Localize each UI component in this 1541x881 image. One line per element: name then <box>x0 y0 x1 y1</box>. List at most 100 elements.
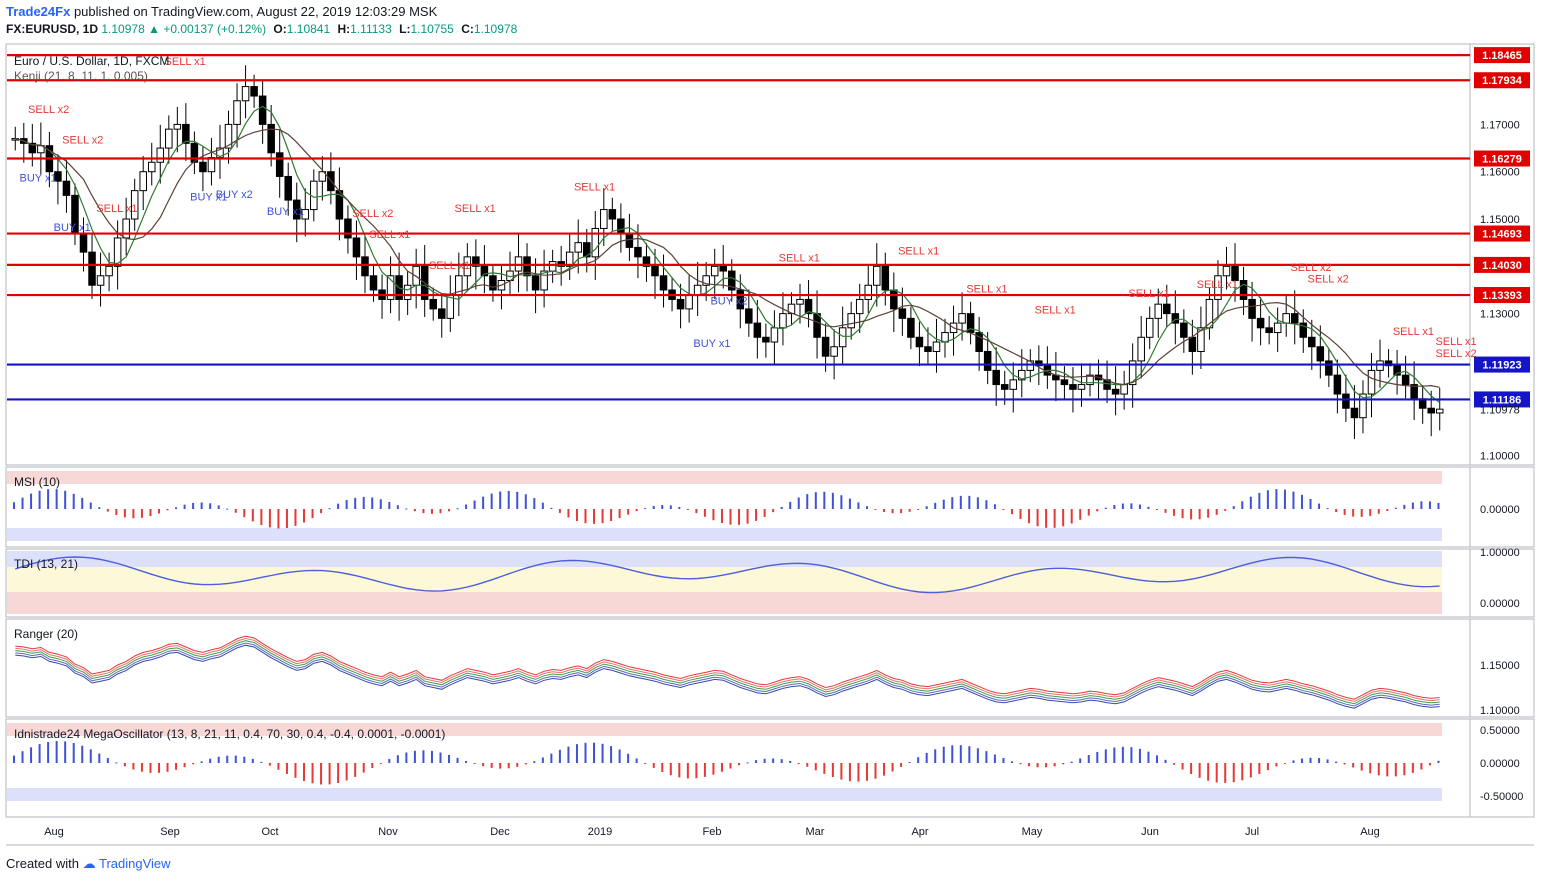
price-tick-2: 1.15000 <box>1480 214 1520 226</box>
msi-bar <box>686 509 689 510</box>
msi-bar <box>183 504 186 509</box>
candle-body <box>1077 384 1086 390</box>
msi-bar <box>968 495 971 509</box>
megaosc-bar <box>695 763 698 779</box>
msi-bar <box>337 503 340 509</box>
pane-frame-3 <box>5 618 1535 718</box>
price-axis: 1.18465 1.17934 1.16279 1.14693 1.14030 1.133… <box>1474 47 1530 803</box>
buy-marker-label: BUY x1 <box>54 222 91 234</box>
tradingview-logo-icon: ☁ <box>82 856 96 871</box>
candle-body <box>1367 369 1376 395</box>
created-with-text: Created with <box>6 856 79 871</box>
megaosc-bar <box>192 763 195 765</box>
candle-body <box>1435 408 1444 414</box>
megaosc-bar <box>149 763 152 773</box>
megaosc-bar <box>729 763 732 769</box>
msi-bar <box>473 500 476 509</box>
time-tick-12: Aug <box>1360 826 1380 838</box>
candle-body <box>540 270 548 291</box>
msi-bar <box>1215 509 1218 515</box>
candle-body <box>190 142 199 163</box>
msi-bar <box>865 506 868 509</box>
publisher-name[interactable]: Trade24Fx <box>6 4 71 19</box>
msi-bar <box>217 505 220 509</box>
candle-body <box>463 256 472 277</box>
megaosc-bar <box>959 745 962 763</box>
megaosc-bar <box>720 763 723 772</box>
megaosc-bar <box>1096 751 1099 763</box>
megaosc-bar <box>738 763 741 766</box>
msi-bar <box>959 495 962 509</box>
megaosc-bar <box>1181 763 1184 770</box>
msi-bar <box>81 497 84 509</box>
buy-marker-label: BUY x1 <box>267 206 304 218</box>
megaosc-bar <box>1113 747 1116 763</box>
sell-marker-label: SELL x1 <box>1393 326 1434 338</box>
megaosc-bar <box>644 763 647 764</box>
candle-body <box>924 346 932 352</box>
level-label-6: 1.11923 <box>1482 360 1521 372</box>
megaosc-bar <box>1377 763 1380 776</box>
megaosc-bar <box>1403 763 1406 776</box>
msi-bar <box>763 509 766 517</box>
tradingview-brand[interactable]: TradingView <box>99 856 171 871</box>
price-tick-1: 1.16000 <box>1480 167 1520 179</box>
megaosc-bar <box>183 763 186 768</box>
msi-bar <box>1232 506 1235 509</box>
megaosc-bar <box>38 744 41 763</box>
megaosc-bar <box>1241 763 1244 781</box>
megaosc-bar <box>1010 761 1013 763</box>
candle-body <box>565 251 574 267</box>
candle-body <box>1214 275 1222 300</box>
msi-bar <box>158 509 161 514</box>
msi-bar <box>746 509 749 524</box>
candle-body <box>796 298 804 305</box>
megaosc-bar <box>1428 763 1431 766</box>
msi-bar <box>226 508 229 510</box>
megaosc-bar <box>917 757 920 763</box>
msi-bar <box>951 497 954 509</box>
candle-body <box>1299 322 1308 338</box>
time-tick-4: Dec <box>490 826 510 838</box>
candle-body <box>233 100 241 125</box>
msi-bar <box>558 509 561 513</box>
megaosc-bar <box>465 760 468 763</box>
megaosc-bar <box>703 763 706 777</box>
megaosc-bar <box>1147 751 1150 763</box>
msi-bar <box>1326 508 1329 510</box>
msi-bar <box>499 491 502 509</box>
time-tick-3: Nov <box>378 826 398 838</box>
candle-body <box>429 298 437 310</box>
kenji-fast-line <box>15 105 1441 404</box>
candle-body <box>702 275 710 286</box>
megaosc-bar <box>55 741 58 763</box>
msi-bar <box>1369 509 1372 516</box>
time-tick-10: Jun <box>1141 826 1159 838</box>
candle-body <box>1000 384 1009 390</box>
candle-body <box>284 175 292 201</box>
megaosc-bar <box>746 762 749 764</box>
msi-bar <box>371 497 374 509</box>
msi-bar <box>430 509 433 514</box>
megaosc-pane-title: Idnistrade24 MegaOscillator (13, 8, 21, … <box>14 727 445 741</box>
msi-bar <box>533 498 536 509</box>
megaosc-bar <box>865 763 868 781</box>
candle-body <box>753 322 762 338</box>
level-label-0: 1.18465 <box>1482 50 1522 62</box>
msi-bar <box>610 509 613 522</box>
msi-bar <box>1053 509 1056 528</box>
megaosc-bar <box>1232 763 1235 783</box>
main-pane-title: Euro / U.S. Dollar, 1D, FXCM <box>14 54 169 68</box>
msi-bar <box>1258 492 1261 509</box>
kenji-slow-line <box>15 128 1440 388</box>
megaosc-bar <box>575 744 578 763</box>
msi-bar <box>413 509 416 512</box>
msi-bar <box>575 509 578 521</box>
megaosc-bar <box>951 745 954 763</box>
tdi-pane-title: TDI (13, 21) <box>14 557 78 571</box>
kenji-indicator-label: Kenji (21, 8, 11, 1, 0.005) <box>14 69 148 83</box>
megaosc-bar <box>64 741 67 763</box>
msi-bar <box>30 493 33 509</box>
msi-bar <box>149 509 152 517</box>
